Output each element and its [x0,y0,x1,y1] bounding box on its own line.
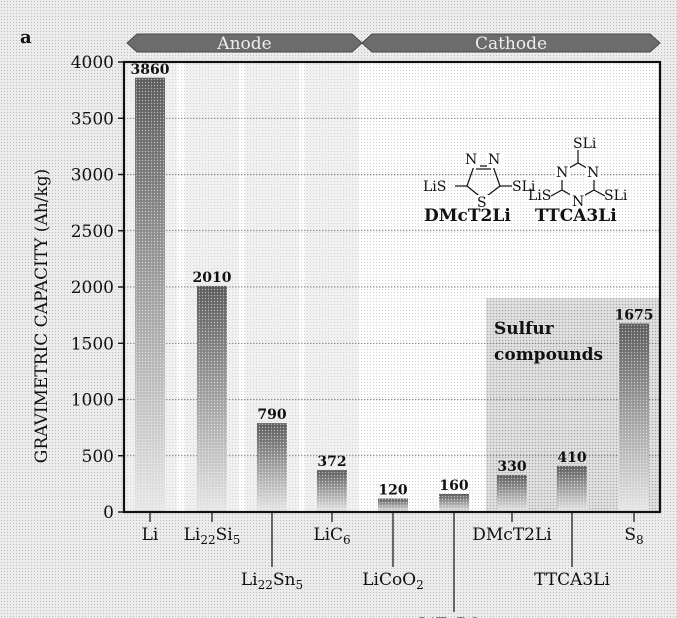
value-label-Li22Sn5: 790 [257,407,286,423]
y-tick-label: 1500 [71,334,114,354]
y-tick-label: 1000 [71,391,114,411]
y-tick-label: 2000 [71,278,114,298]
mol2-atom-n3: N [572,194,584,210]
x-label-TTCA3Li: TTCA3Li [534,570,610,590]
y-tick-label: 4000 [71,53,114,73]
bar-LiC6 [317,470,347,512]
y-tick-label: 3500 [71,109,114,129]
ttca3li-structure: SLi N N N LiS SLi TTCA3Li [528,136,628,226]
dmct2li-structure: N N S LiS SLi DMcT2Li [423,152,536,226]
svg-text:Anode: Anode [216,34,271,54]
mol1-atom-lis: LiS [423,179,446,195]
bar-S8 [619,323,649,512]
bar-Li22Sn5 [257,423,287,512]
y-tick-label: 0 [103,503,114,523]
svg-text:Cathode: Cathode [475,34,547,54]
bar-LiCoO2 [378,498,408,512]
x-label-LiC6: LiC6 [313,525,350,547]
bar-LiFePO4 [439,494,469,512]
x-label-S8: S8 [624,525,643,547]
x-label-Li22Sn5: Li22Sn5 [241,570,303,592]
x-label-LiCoO2: LiCoO2 [362,570,424,592]
bar-TTCA3Li [557,465,587,512]
x-label-Li22Si5: Li22Si5 [184,525,241,547]
mol1-atom-n2: N [488,152,500,168]
x-label-DMcT2Li: DMcT2Li [472,525,552,545]
value-label-LiFePO4: 160 [439,478,468,494]
y-axis-label: GRAVIMETRIC CAPACITY (Ah/kg) [32,169,52,463]
panel-label: a [20,27,32,48]
value-label-Li: 3860 [131,62,170,78]
bar-DMcT2Li [497,474,527,512]
mol2-atom-sli-top: SLi [573,136,597,152]
y-tick-label: 500 [82,447,114,467]
mol1-atom-sli: SLi [512,179,536,195]
mol2-atom-n2: N [587,165,599,181]
x-label-Li: Li [142,525,159,545]
y-tick-label: 3000 [71,166,114,186]
value-label-Li22Si5: 2010 [193,270,232,286]
bar-Li [135,77,165,512]
mol2-atom-n1: N [556,165,568,181]
value-label-DMcT2Li: 330 [497,459,526,475]
mol2-name: TTCA3Li [535,206,617,226]
value-label-LiCoO2: 120 [378,483,407,499]
mol2-atom-lis: LiS [528,188,551,204]
value-label-TTCA3Li: 410 [557,450,586,466]
group-header-cathode: Cathode [361,33,661,54]
bar-Li22Si5 [197,285,227,512]
mol1-name: DMcT2Li [424,206,511,226]
mol2-atom-sli-right: SLi [604,188,628,204]
value-label-S8: 1675 [615,308,654,324]
sulfur-label-line1: Sulfur [494,319,555,339]
group-header-anode: Anode [126,33,363,54]
sulfur-label-line2: compounds [494,345,603,365]
mol1-atom-n1: N [465,152,477,168]
x-label-LiFePO4: LiFePO4 [419,615,490,618]
y-tick-label: 2500 [71,222,114,242]
mol1-atom-s: S [477,195,487,211]
value-label-LiC6: 372 [317,454,346,470]
